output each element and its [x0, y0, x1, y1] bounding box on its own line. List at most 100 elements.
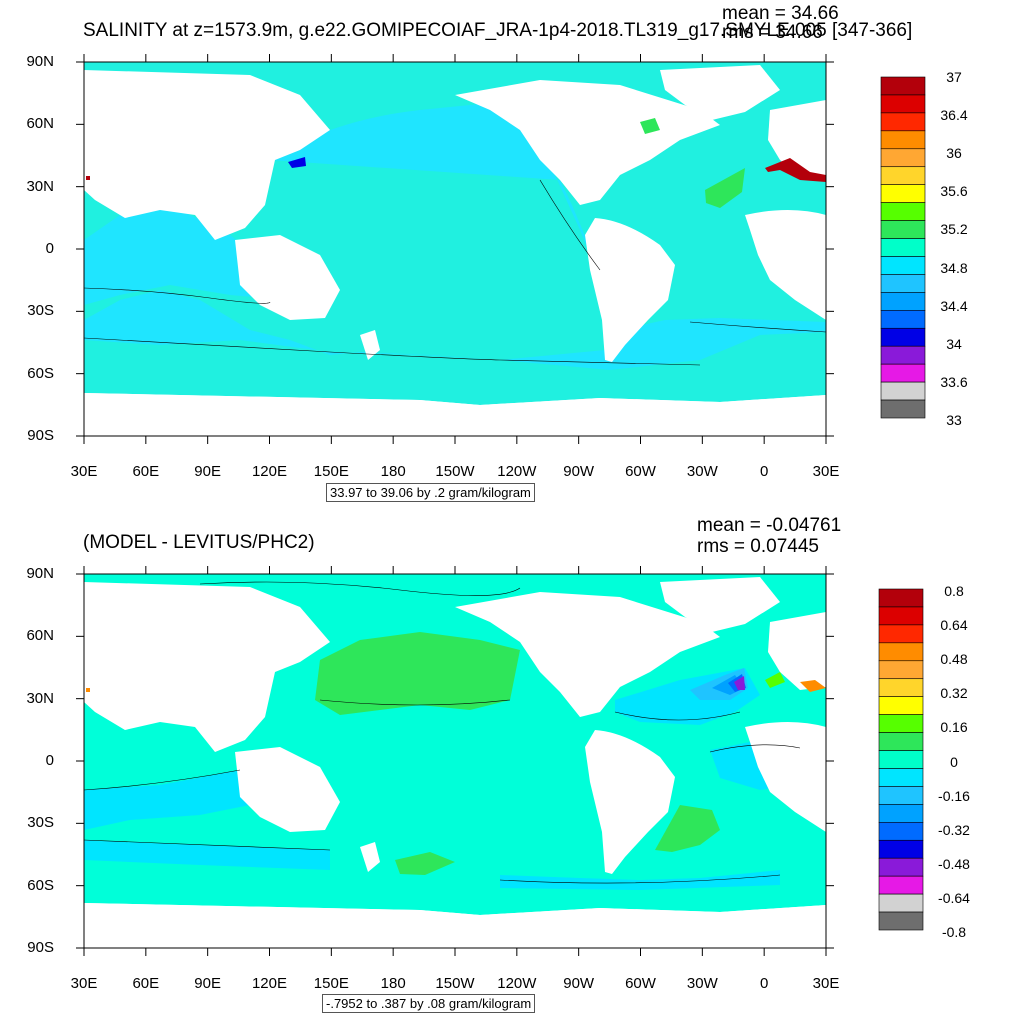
- bottom-land-eurasia: [84, 582, 330, 752]
- colorbar-label: -0.16: [938, 787, 970, 804]
- colorbar-swatch: [880, 130, 926, 150]
- colorbar-swatch: [880, 381, 926, 401]
- bottom-lon-label: 30E: [70, 975, 98, 992]
- top-labrador-green: [640, 118, 660, 134]
- bottom-map-title: (MODEL - LEVITUS/PHC2): [83, 532, 315, 553]
- colorbar-swatch: [880, 202, 926, 221]
- colorbar-label: 0.16: [940, 719, 968, 736]
- top-land-antarctica: [84, 393, 826, 436]
- colorbar-swatch: [880, 148, 926, 168]
- colorbar-swatch: [880, 166, 926, 185]
- top-lon-label: 60E: [132, 463, 160, 480]
- colorbar-swatch: [878, 642, 924, 662]
- top-lon-label: 0: [759, 463, 769, 480]
- bottom-lon-label: 150W: [435, 975, 475, 992]
- colorbar-swatch: [878, 768, 924, 787]
- top-lat-label: 60S: [27, 364, 54, 382]
- bottom-lat-label: 30N: [26, 689, 54, 707]
- top-lon-label: 120E: [251, 463, 288, 480]
- top-lat-label: 30N: [26, 177, 54, 195]
- bottom-lat-label: 90N: [26, 565, 54, 582]
- top-lon-label: 180: [380, 463, 406, 480]
- top-lat-label: 90N: [26, 53, 54, 70]
- colorbar-label: 35.6: [940, 183, 968, 200]
- bottom-land-newzealand: [360, 842, 380, 872]
- colorbar-label: 34: [946, 335, 962, 352]
- colorbar-swatch: [878, 786, 924, 805]
- colorbar-swatch: [878, 732, 924, 751]
- top-med-red: [765, 158, 826, 182]
- bottom-lon-label: 120E: [251, 975, 288, 992]
- top-land-australia: [235, 235, 340, 320]
- top-blue-spot: [288, 157, 306, 168]
- top-mean-stat: mean = 34.66: [722, 3, 839, 24]
- bottom-land-australia: [235, 747, 340, 832]
- colorbar-swatch: [880, 327, 926, 347]
- top-rms-stat: rms = 34.66: [722, 22, 823, 43]
- colorbar-swatch: [878, 804, 924, 823]
- bottom-indian-blue: [84, 770, 250, 830]
- top-lon-label: 150E: [313, 463, 349, 480]
- colorbar-label: -0.64: [938, 889, 970, 906]
- bottom-north-pacific-green: [315, 632, 520, 715]
- colorbar-swatch: [880, 363, 926, 383]
- bottom-lat-label: 60S: [27, 876, 54, 894]
- top-lat-label: 60N: [26, 115, 54, 133]
- top-lat-label: 30S: [27, 302, 54, 320]
- bottom-mean-stat: mean = -0.04761: [697, 515, 842, 536]
- colorbar-swatch: [880, 220, 926, 239]
- colorbar-swatch: [878, 893, 924, 913]
- top-lon-label: 150W: [435, 463, 475, 480]
- bottom-lat-label: 0: [45, 752, 54, 769]
- top-lon-label: 120W: [497, 463, 537, 480]
- top-lat-label: 90S: [27, 427, 54, 444]
- bottom-lon-label: 60W: [625, 975, 656, 992]
- colorbar-swatch: [878, 606, 924, 626]
- top-lon-label: 30E: [812, 463, 840, 480]
- bottom-lon-label: 120W: [497, 975, 537, 992]
- colorbar-swatch: [878, 875, 924, 895]
- colorbar-swatch: [878, 857, 924, 877]
- colorbar-label: -0.32: [938, 821, 970, 838]
- top-map: [83, 61, 827, 437]
- top-land-north-america: [455, 80, 720, 205]
- colorbar-label: -0.48: [938, 855, 970, 872]
- colorbar-label: 0.32: [940, 685, 968, 702]
- bottom-lon-label: 90E: [194, 975, 221, 992]
- colorbar-swatch: [880, 399, 926, 419]
- colorbar-label: 0.8: [944, 583, 964, 599]
- top-land-eurasia: [84, 70, 330, 240]
- bottom-contour-info: -.7952 to .387 by .08 gram/kilogram: [322, 994, 536, 1013]
- bottom-land-antarctica: [84, 903, 826, 948]
- top-land-europe: [768, 100, 826, 178]
- top-map-title: SALINITY at z=1573.9m, g.e22.GOMIPECOIAF…: [83, 20, 913, 41]
- bottom-lon-label: 0: [759, 975, 769, 992]
- colorbar-swatch: [880, 76, 926, 96]
- colorbar-swatch: [880, 310, 926, 329]
- colorbar-label: 0.48: [940, 651, 968, 668]
- bottom-lon-label: 30E: [812, 975, 840, 992]
- colorbar-swatch: [880, 94, 926, 114]
- colorbar-swatch: [878, 624, 924, 644]
- top-lon-label: 60W: [625, 463, 656, 480]
- colorbar-swatch: [878, 839, 924, 859]
- bottom-colorbar: [878, 588, 924, 931]
- bottom-land-north-america: [455, 592, 720, 717]
- colorbar-label: -0.8: [941, 924, 967, 940]
- colorbar-swatch: [878, 714, 924, 733]
- colorbar-swatch: [878, 588, 924, 608]
- colorbar-label: 0.64: [940, 617, 968, 634]
- bottom-land-africa: [745, 722, 826, 832]
- top-land-newzealand: [360, 330, 380, 360]
- bottom-southern-blue-east: [500, 870, 780, 890]
- top-lon-label: 30W: [686, 463, 718, 480]
- bottom-lat-label: 90S: [27, 939, 54, 956]
- colorbar-swatch: [880, 184, 926, 203]
- colorbar-swatch: [880, 274, 926, 293]
- colorbar-label: 35.2: [940, 221, 968, 238]
- colorbar-label: 36: [946, 145, 962, 162]
- colorbar-label: 33: [946, 412, 962, 428]
- top-colorbar: [880, 76, 926, 419]
- bottom-lon-label: 60E: [132, 975, 160, 992]
- top-pacific-region: [84, 100, 826, 370]
